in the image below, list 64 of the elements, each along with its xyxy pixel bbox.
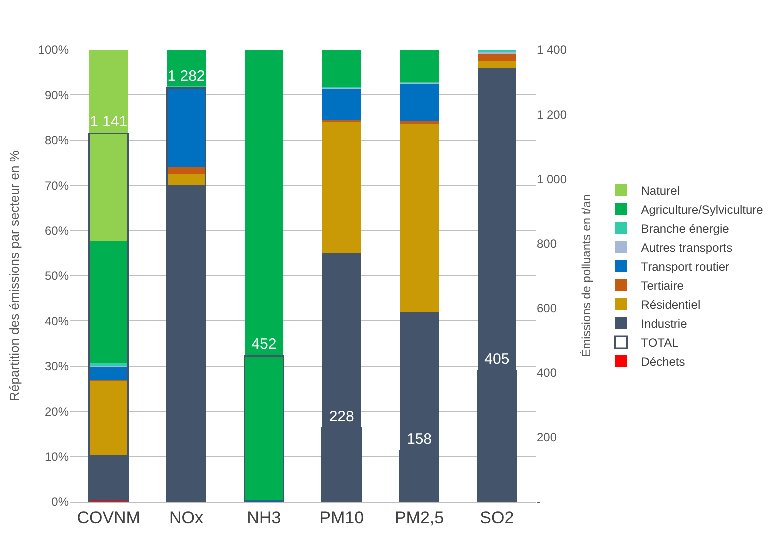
y2-tick-label: 1 000 (537, 172, 568, 186)
bar (322, 50, 362, 88)
bar (400, 124, 439, 312)
x-tick-label: SO2 (480, 508, 514, 528)
x-tick-label: PM2,5 (394, 508, 444, 528)
bar (400, 312, 439, 502)
bar (400, 84, 439, 122)
data-label: 228 (329, 408, 354, 426)
y2-tick-label: - (537, 495, 541, 510)
y-tick-label: 80% (44, 134, 70, 148)
bar (322, 122, 362, 254)
y-tick-label: 90% (44, 88, 70, 102)
bar (89, 366, 128, 380)
bar (167, 88, 206, 168)
bar (478, 54, 517, 62)
bar (244, 355, 284, 502)
legend-label: Naturel (641, 184, 680, 198)
y2-tick-label: 1 200 (537, 108, 568, 122)
bar (478, 61, 517, 68)
x-tick-label: COVNM (77, 508, 140, 528)
bar (478, 68, 517, 502)
bar (89, 380, 128, 456)
y-axis-title: Répartition des émissions par secteur en % (7, 150, 22, 402)
x-tick-label: PM10 (320, 508, 364, 528)
y2-tick-label: 1 400 (537, 43, 568, 58)
legend-label: Branche énergie (641, 222, 730, 236)
data-label: 158 (406, 430, 432, 448)
legend-label: Résidentiel (641, 298, 701, 312)
y-tick-label: 30% (44, 360, 70, 374)
y-tick-label: 100% (38, 43, 70, 58)
legend-label: Transport routier (641, 260, 730, 274)
y-tick-label: 50% (44, 269, 70, 284)
y-tick-label: 60% (44, 224, 70, 238)
bar (167, 174, 206, 186)
data-label: 452 (252, 336, 277, 354)
bar (89, 50, 128, 242)
bar (89, 242, 128, 364)
bar (244, 50, 284, 501)
y2-tick-label: 400 (537, 366, 558, 380)
y2-axis-title: Émissions de polluants en t/an (579, 194, 594, 358)
y2-tick-label: 800 (537, 236, 558, 251)
data-label: 1 282 (168, 68, 206, 86)
x-tick-label: NOx (170, 508, 204, 528)
y-tick-label: 40% (44, 314, 70, 328)
bar (322, 88, 362, 120)
bar (167, 168, 206, 174)
legend-label: Autres transports (641, 241, 733, 256)
data-label: 1 141 (90, 114, 128, 131)
data-label: 405 (484, 351, 510, 368)
y-tick-label: 70% (44, 178, 70, 193)
y-tick-label: 0% (52, 495, 70, 510)
y2-tick-label: 600 (537, 301, 558, 316)
y2-tick-label: 200 (537, 430, 558, 445)
x-tick-label: NH3 (247, 508, 282, 528)
y-tick-label: 10% (44, 450, 70, 464)
y-tick-label: 20% (44, 404, 70, 419)
legend-label: TOTAL (641, 336, 680, 350)
legend-label: Agriculture/Sylviculture (641, 203, 764, 218)
legend-label: Industrie (641, 317, 688, 332)
bar (400, 121, 439, 125)
bar (322, 253, 362, 502)
bar (400, 50, 439, 83)
legend-label: Tertiaire (641, 279, 684, 294)
legend-label: Déchets (641, 355, 686, 370)
